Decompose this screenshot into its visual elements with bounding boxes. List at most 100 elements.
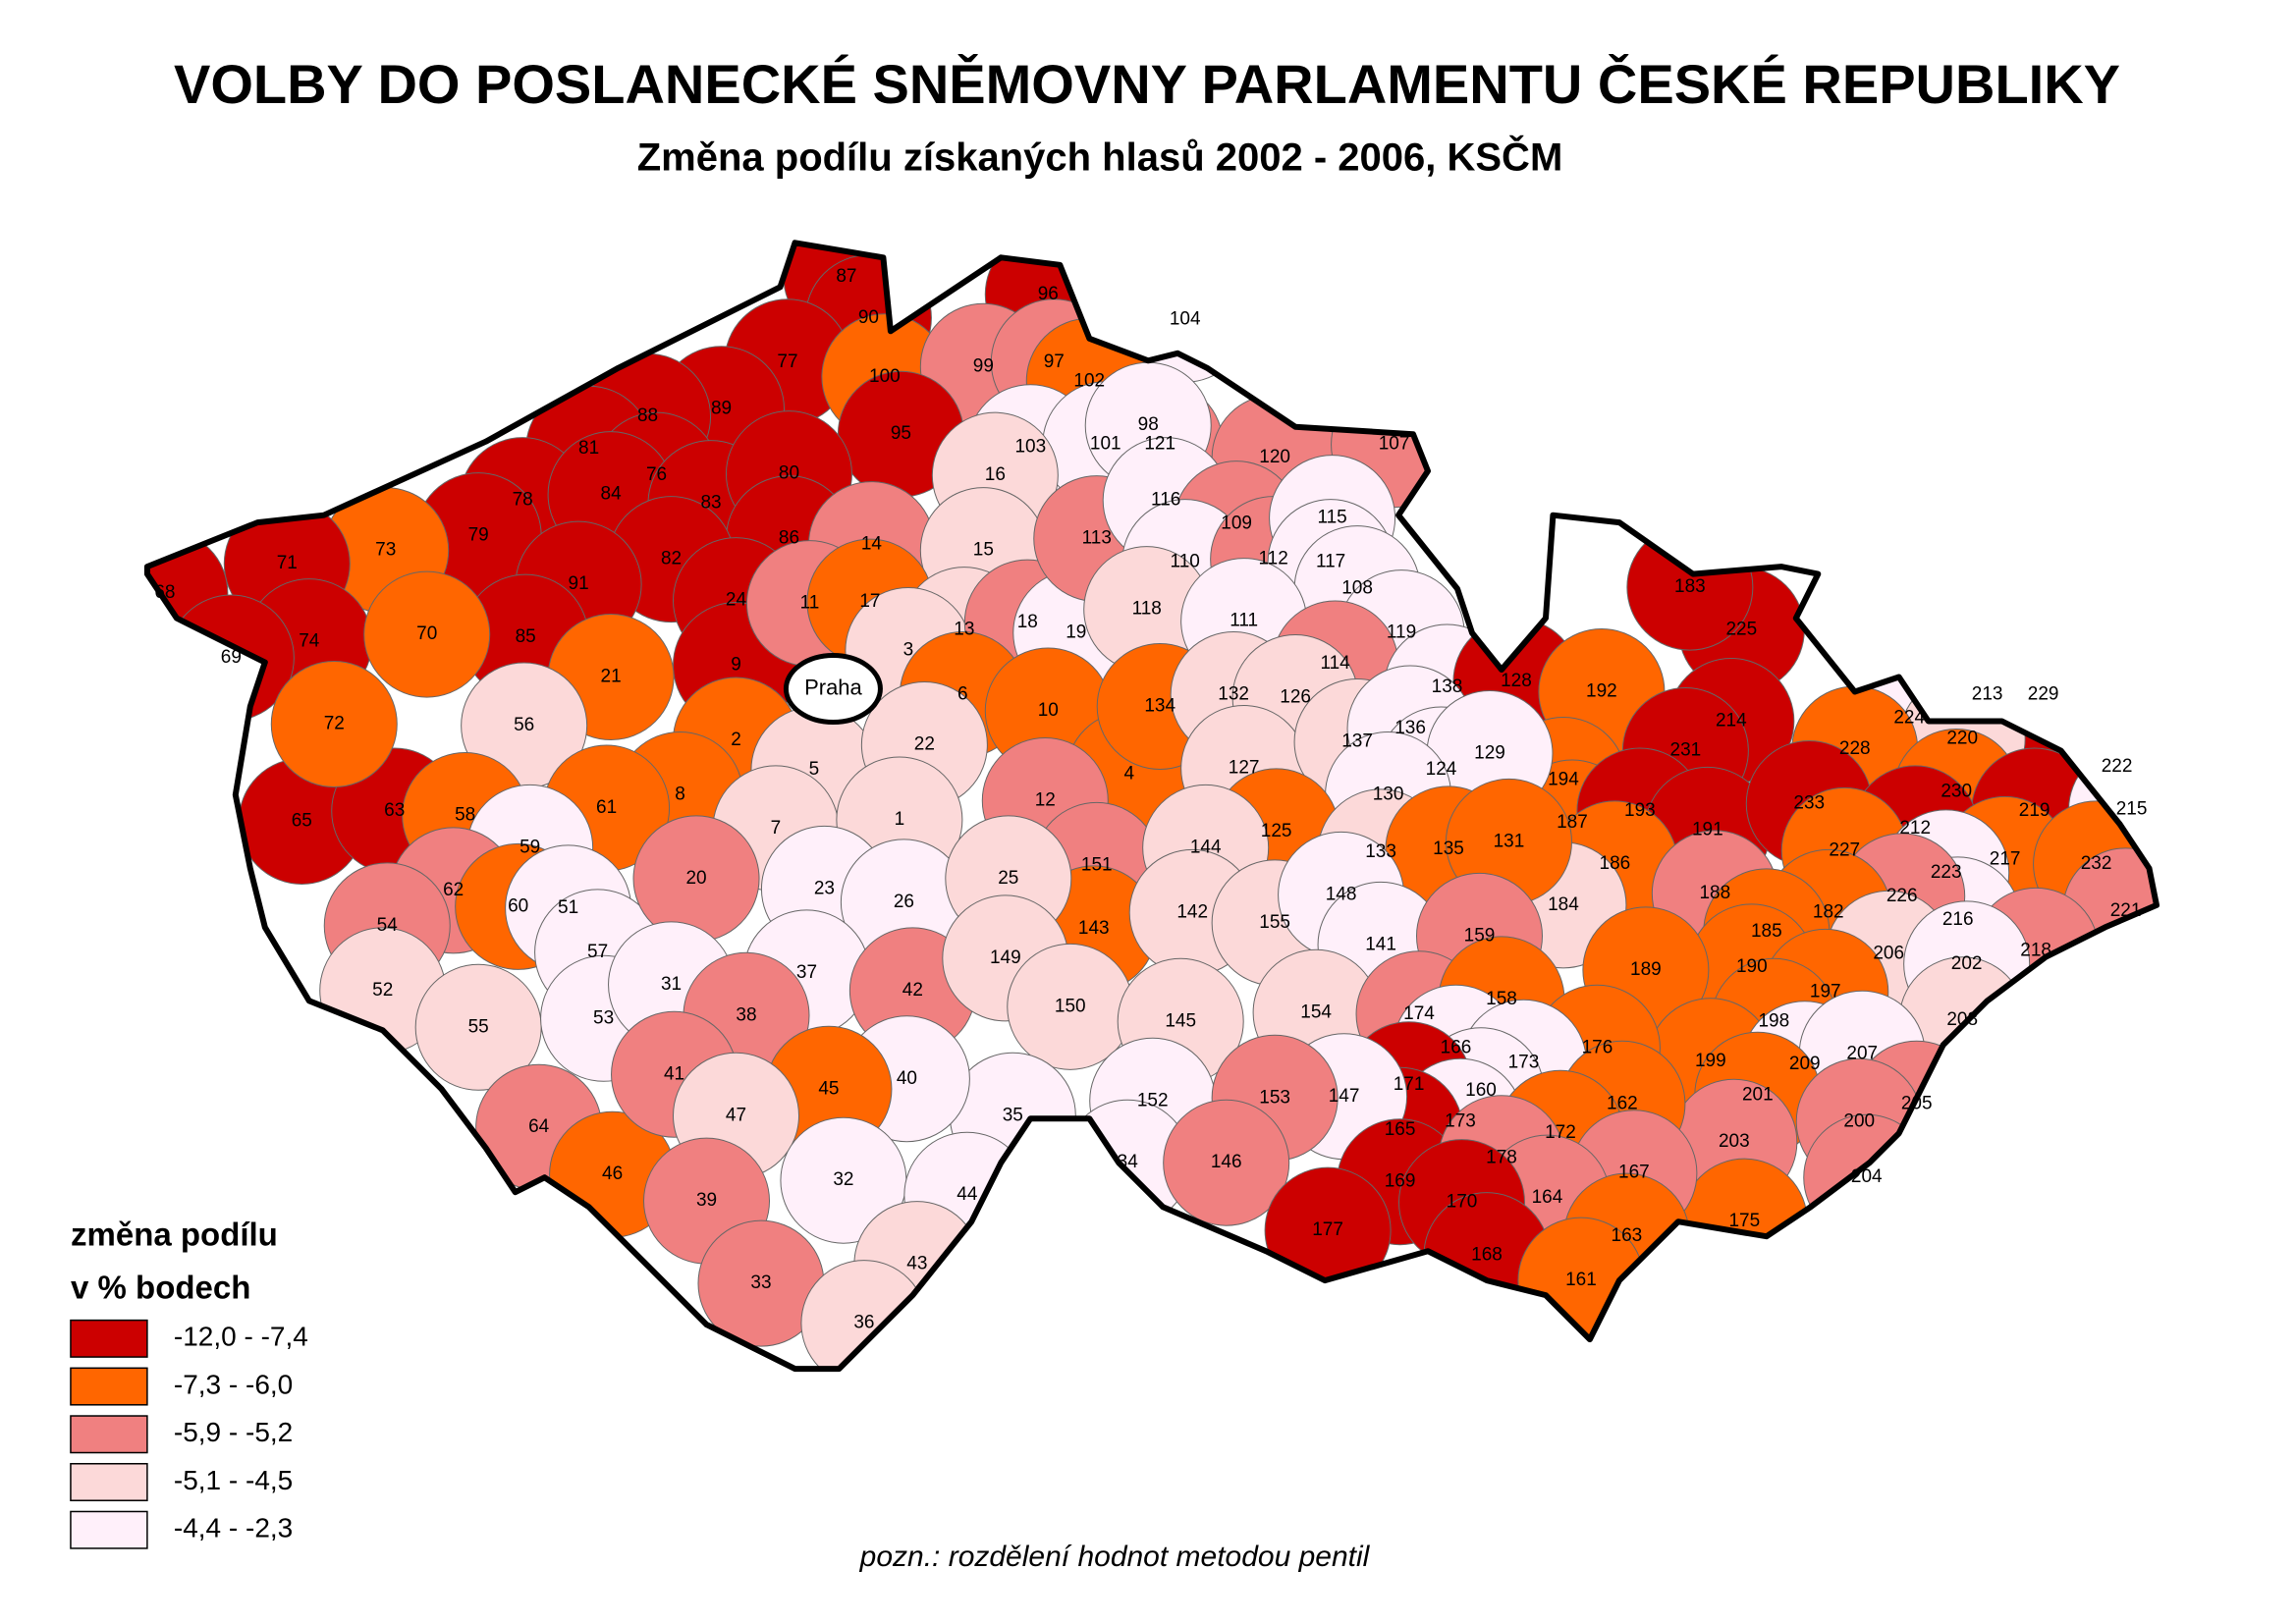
region-label: 174 <box>1403 1003 1435 1024</box>
region-label: 12 <box>1035 789 1056 810</box>
region-label: 73 <box>375 540 396 561</box>
region-label: 25 <box>998 868 1018 889</box>
region-label: 228 <box>1839 738 1871 759</box>
region-label: 189 <box>1630 959 1662 980</box>
region-label: 159 <box>1464 925 1496 946</box>
region-label: 227 <box>1829 839 1860 860</box>
capital-label: Praha <box>804 675 862 699</box>
region-label: 17 <box>859 591 880 612</box>
region-label: 23 <box>814 878 835 898</box>
legend-title: změna podílu <box>71 1217 278 1253</box>
region-label: 161 <box>1565 1270 1597 1290</box>
region-label: 233 <box>1793 792 1825 813</box>
region-label: 76 <box>646 464 667 485</box>
region-label: 171 <box>1394 1074 1425 1095</box>
region-label: 81 <box>578 438 599 459</box>
region-label: 86 <box>779 528 799 549</box>
region-label: 113 <box>1082 528 1112 549</box>
region-label: 111 <box>1230 611 1258 631</box>
region-label: 225 <box>1725 620 1757 640</box>
region-label: 46 <box>602 1164 623 1184</box>
region-label: 119 <box>1387 623 1416 643</box>
region-label: 57 <box>587 942 608 962</box>
region-label: 218 <box>2020 940 2051 960</box>
region-label: 162 <box>1607 1093 1638 1113</box>
region-label: 104 <box>1170 308 1201 329</box>
region-label: 55 <box>468 1016 489 1037</box>
region-label: 120 <box>1259 447 1290 467</box>
region-label: 74 <box>299 631 320 652</box>
region-label: 103 <box>1014 437 1046 458</box>
region-label: 175 <box>1728 1211 1760 1231</box>
region-label: 108 <box>1341 578 1373 599</box>
region-label: 202 <box>1951 953 1983 974</box>
region-label: 164 <box>1532 1187 1563 1208</box>
region-label: 110 <box>1171 552 1200 572</box>
region-label: 7 <box>771 818 782 839</box>
region-label: 214 <box>1716 711 1747 731</box>
region-label: 215 <box>2116 798 2148 819</box>
region-label: 129 <box>1474 743 1505 764</box>
region-label: 135 <box>1433 839 1464 859</box>
legend-title: v % bodech <box>71 1270 250 1306</box>
region-label: 223 <box>1931 862 1962 883</box>
region-label: 15 <box>973 540 994 561</box>
region-label: 38 <box>736 1004 756 1025</box>
region-label: 42 <box>902 980 923 1001</box>
region-label: 53 <box>593 1007 614 1028</box>
region-label: 141 <box>1365 934 1396 954</box>
region-label: 193 <box>1624 800 1656 821</box>
region-label: 209 <box>1789 1054 1821 1074</box>
region-label: 163 <box>1612 1225 1643 1246</box>
region-label: 96 <box>1038 284 1059 304</box>
region-label: 41 <box>664 1063 684 1084</box>
region-label: 168 <box>1471 1245 1503 1266</box>
region-label: 146 <box>1211 1152 1242 1172</box>
region-label: 44 <box>957 1184 978 1205</box>
region-label: 203 <box>1719 1131 1750 1152</box>
region-label: 13 <box>954 620 974 640</box>
region-label: 65 <box>292 810 312 831</box>
region-label: 16 <box>985 464 1006 485</box>
region-label: 184 <box>1548 894 1579 915</box>
region-label: 21 <box>601 667 622 687</box>
region-label: 22 <box>914 734 935 755</box>
region-label: 2 <box>731 730 741 750</box>
region-label: 147 <box>1329 1086 1360 1107</box>
region-label: 173 <box>1508 1052 1540 1072</box>
region-label: 124 <box>1426 759 1457 780</box>
region-label: 115 <box>1317 508 1346 528</box>
region-label: 83 <box>700 493 721 514</box>
region-label: 14 <box>861 534 883 555</box>
regions <box>146 243 2157 1370</box>
region-label: 188 <box>1699 883 1730 903</box>
region-label: 132 <box>1218 684 1249 705</box>
region-label: 37 <box>796 962 817 983</box>
region-label: 208 <box>1946 1009 1978 1030</box>
region-label: 24 <box>726 590 747 611</box>
capital-area <box>783 653 883 726</box>
region-label: 118 <box>1132 599 1162 620</box>
region-label: 45 <box>818 1078 839 1099</box>
region-label: 185 <box>1751 921 1782 942</box>
region-label: 151 <box>1081 854 1113 875</box>
region-label: 137 <box>1341 731 1373 752</box>
region-label: 36 <box>853 1313 874 1333</box>
region-label: 32 <box>833 1169 853 1190</box>
region-label: 148 <box>1326 884 1357 904</box>
subtitle: Změna podílu získaných hlasů 2002 - 2006… <box>637 135 1563 180</box>
region-label: 154 <box>1300 1001 1332 1022</box>
region-label: 78 <box>513 490 533 511</box>
region-label: 64 <box>528 1116 550 1137</box>
region-label: 152 <box>1137 1090 1169 1110</box>
legend-swatch <box>70 1415 148 1454</box>
region-label: 70 <box>416 623 437 644</box>
region-label: 85 <box>516 626 536 647</box>
region-label: 205 <box>1901 1093 1933 1113</box>
region-label: 100 <box>869 366 901 387</box>
legend-label: -4,4 - -2,3 <box>174 1513 293 1543</box>
region-label: 133 <box>1365 841 1396 862</box>
legend-label: -12,0 - -7,4 <box>174 1322 308 1352</box>
region-label: 191 <box>1692 819 1723 839</box>
